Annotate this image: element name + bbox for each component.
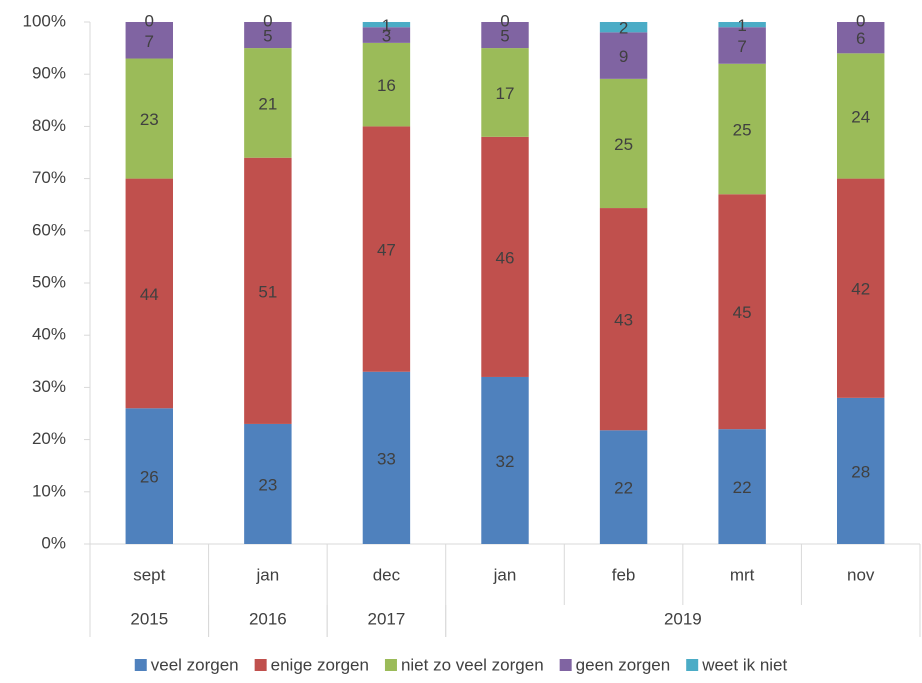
y-tick-label: 20% [32, 429, 66, 448]
y-tick-label: 100% [23, 11, 66, 30]
bar-segment [362, 42, 411, 127]
data-label: 16 [377, 76, 396, 95]
bar-segment [125, 408, 173, 544]
bar-segment [718, 194, 766, 430]
group-label: 2019 [664, 609, 702, 628]
legend-label: veel zorgen [151, 655, 239, 674]
data-label: 0 [263, 11, 272, 30]
bar-segment [362, 22, 411, 28]
y-tick-label: 80% [32, 116, 66, 135]
data-label: 2 [619, 19, 628, 38]
data-label: 51 [258, 282, 277, 301]
data-label: 28 [851, 462, 870, 481]
legend-label: geen zorgen [576, 655, 671, 674]
data-label: 45 [733, 303, 752, 322]
x-tick-label: dec [373, 565, 401, 584]
data-label: 5 [500, 27, 509, 46]
data-label: 22 [733, 478, 752, 497]
data-label: 26 [140, 468, 159, 487]
legend-swatch [384, 659, 397, 671]
bar-segment [244, 157, 292, 424]
data-label: 3 [382, 27, 391, 46]
bar-segment [481, 136, 529, 377]
data-label: 5 [263, 27, 272, 46]
bar-segment [125, 22, 173, 59]
x-tick-label: feb [612, 565, 636, 584]
x-tick-label: sept [133, 565, 165, 584]
bar-segment [718, 429, 766, 544]
legend-label: enige zorgen [271, 655, 369, 674]
x-tick-label: mrt [730, 565, 755, 584]
bar-segment [599, 78, 648, 209]
data-label: 21 [258, 94, 277, 113]
legend-label: weet ik niet [701, 655, 787, 674]
data-label: 7 [737, 37, 746, 56]
y-tick-label: 50% [32, 272, 66, 291]
legend-swatch [559, 659, 572, 671]
bar-segment [837, 53, 885, 179]
bar-segment [599, 208, 648, 431]
x-tick-label: jan [493, 565, 517, 584]
y-tick-label: 0% [41, 533, 66, 552]
data-label: 0 [500, 11, 509, 30]
bar-segment [244, 22, 292, 49]
bar-segment [599, 22, 648, 33]
data-label: 42 [851, 280, 870, 299]
y-tick-label: 10% [32, 481, 66, 500]
data-label: 24 [851, 107, 870, 126]
data-label: 1 [382, 16, 391, 35]
legend-swatch [134, 659, 147, 671]
data-label: 17 [496, 84, 515, 103]
y-tick-label: 40% [32, 325, 66, 344]
data-label: 25 [733, 120, 752, 139]
data-label: 32 [496, 452, 515, 471]
bar-segment [362, 371, 411, 544]
data-label: 47 [377, 241, 396, 260]
data-label: 23 [258, 475, 277, 494]
y-tick-label: 90% [32, 64, 66, 83]
data-label: 9 [619, 47, 628, 66]
bar-segment [481, 376, 529, 544]
bar-segment [244, 48, 292, 158]
bar-segment [718, 63, 766, 195]
data-label: 0 [145, 11, 154, 30]
x-tick-label: nov [847, 565, 875, 584]
data-label: 23 [140, 110, 159, 129]
data-label: 22 [614, 479, 633, 498]
data-label: 1 [737, 16, 746, 35]
bar-segment [481, 22, 529, 49]
bar-segment [599, 430, 648, 544]
y-tick-label: 60% [32, 220, 66, 239]
bar-segment [125, 58, 173, 179]
bar-segment [837, 397, 885, 544]
y-tick-label: 30% [32, 377, 66, 396]
bar-segment [837, 178, 885, 398]
bar-segment [481, 48, 529, 137]
group-label: 2015 [130, 609, 168, 628]
y-tick-label: 70% [32, 168, 66, 187]
bar-segment [125, 178, 173, 409]
legend-swatch [254, 659, 267, 671]
bar-segment [837, 22, 885, 54]
x-tick-label: jan [256, 565, 280, 584]
group-label: 2017 [368, 609, 406, 628]
data-label: 7 [145, 32, 154, 51]
bar-segment [599, 32, 648, 79]
bar-segment [718, 22, 766, 28]
legend-label: niet zo veel zorgen [401, 655, 544, 674]
data-label: 43 [614, 311, 633, 330]
group-label: 2016 [249, 609, 287, 628]
data-label: 6 [856, 29, 865, 48]
data-label: 46 [496, 248, 515, 267]
bar-segment [718, 27, 766, 64]
bar-segment [244, 423, 292, 544]
data-label: 25 [614, 135, 633, 154]
bar-segment [362, 27, 411, 43]
data-label: 33 [377, 449, 396, 468]
legend-swatch [686, 659, 699, 671]
bar-segment [362, 126, 411, 372]
data-label: 0 [856, 11, 865, 30]
data-label: 44 [140, 285, 159, 304]
